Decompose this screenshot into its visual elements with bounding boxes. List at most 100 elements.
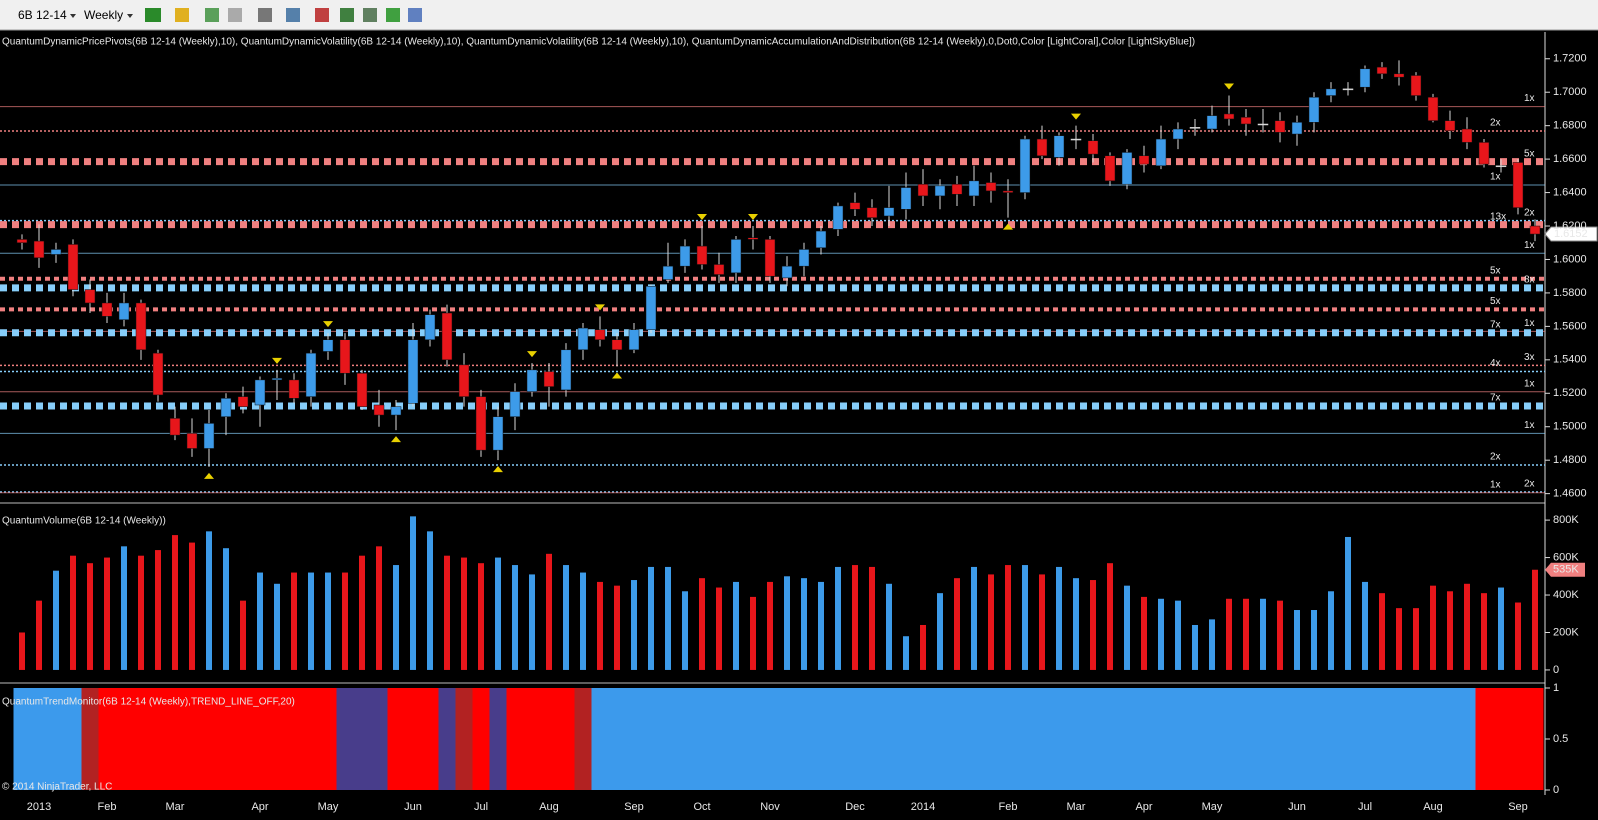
trend-segment — [506, 688, 575, 790]
dropdown-arrow[interactable] — [70, 14, 76, 18]
candle-body — [1240, 117, 1252, 125]
y-tick-label: 1.4600 — [1553, 488, 1587, 500]
indicators-button[interactable] — [315, 8, 329, 22]
candle-body — [492, 416, 504, 451]
dropdown-arrow[interactable] — [127, 14, 133, 18]
volume-bar — [104, 557, 110, 670]
candle-body — [985, 182, 997, 192]
candle-body — [696, 245, 708, 265]
volume-bar — [87, 563, 93, 670]
volume-bar — [1226, 598, 1232, 670]
candle-body — [628, 329, 640, 351]
signal-marker — [748, 214, 758, 221]
x-tick-label: 2013 — [27, 801, 51, 813]
y-tick-label: 0 — [1553, 664, 1559, 676]
cursor-button[interactable] — [258, 8, 272, 22]
candle-body — [526, 369, 538, 392]
trade-button[interactable] — [386, 8, 400, 22]
candle-body — [1512, 162, 1524, 208]
x-tick-label: Mar — [166, 801, 185, 813]
candle-body — [1495, 165, 1507, 168]
volume-bar — [1430, 585, 1436, 670]
candle-body — [271, 377, 283, 381]
volume-bar — [648, 566, 654, 670]
remove-button[interactable] — [228, 8, 242, 22]
candle-body — [1291, 122, 1303, 135]
volume-bar — [189, 542, 195, 670]
volume-bar — [342, 572, 348, 670]
volume-bar — [1039, 574, 1045, 670]
volume-bar — [291, 572, 297, 670]
trend-segment — [81, 688, 99, 790]
volume-bar — [427, 531, 433, 670]
x-tick-label: Jun — [404, 801, 422, 813]
x-tick-label: Nov — [760, 801, 780, 813]
add-button[interactable] — [205, 8, 219, 22]
candle-body — [1019, 138, 1031, 193]
strategies-button[interactable] — [340, 8, 354, 22]
candle-body — [1189, 127, 1201, 129]
x-tick-label: Apr — [1135, 801, 1152, 813]
pivot-label: 3x — [1524, 352, 1535, 363]
pivot-label: 7x — [1490, 319, 1501, 330]
volume-bar — [1447, 591, 1453, 670]
volume-bar — [1413, 608, 1419, 670]
signal-marker — [391, 436, 401, 443]
trend-title: QuantumTrendMonitor(6B 12-14 (Weekly),TR… — [2, 697, 295, 708]
volume-bar — [1243, 598, 1249, 670]
copyright: © 2014 NinjaTrader, LLC — [2, 782, 112, 793]
candle-body — [1274, 120, 1286, 133]
volume-bar — [1532, 569, 1538, 670]
x-tick-label: Aug — [539, 801, 559, 813]
volume-bar — [1022, 565, 1028, 670]
candle-body — [883, 207, 895, 217]
draw-button[interactable] — [175, 8, 189, 22]
volume-bar — [920, 624, 926, 670]
pivot-label: 5x — [1490, 265, 1501, 276]
zoom-button[interactable] — [286, 8, 300, 22]
pivot-label: 7x — [1490, 393, 1501, 404]
value-tag-label: 535K — [1553, 564, 1579, 576]
candle-body — [1036, 138, 1048, 157]
candle-body — [1206, 115, 1218, 130]
volume-bar — [512, 565, 518, 670]
trend-segment — [574, 688, 592, 790]
candle-body — [1172, 128, 1184, 140]
signal-marker — [272, 357, 282, 364]
candle-body — [152, 352, 164, 396]
volume-bar — [1175, 600, 1181, 670]
candle-body — [866, 207, 878, 218]
volume-bar — [767, 581, 773, 670]
y-tick-label: 1.5000 — [1553, 421, 1587, 433]
x-tick-label: Jul — [1358, 801, 1372, 813]
signal-marker — [1224, 83, 1234, 90]
volume-bar — [36, 600, 42, 670]
chart-style-button[interactable] — [145, 8, 161, 22]
trend-segment — [336, 688, 388, 790]
candle-body — [1410, 75, 1422, 96]
candle-body — [781, 265, 793, 279]
candle-body — [390, 406, 402, 416]
period-selector[interactable]: Weekly — [84, 8, 123, 22]
candle-body — [679, 245, 691, 267]
x-tick-label: Feb — [98, 801, 117, 813]
volume-bar — [172, 535, 178, 670]
volume-bar — [1260, 598, 1266, 670]
y-tick-label: 1.6600 — [1553, 153, 1587, 165]
candle-body — [1529, 225, 1541, 235]
volume-bar — [410, 516, 416, 670]
instrument-selector[interactable]: 6B 12-14 — [18, 8, 67, 22]
candle-body — [424, 314, 436, 341]
toolbar-icons — [145, 8, 422, 22]
candle-body — [1087, 140, 1099, 155]
volume-bar — [308, 572, 314, 670]
volume-bar — [784, 576, 790, 670]
volume-bar — [1379, 593, 1385, 670]
trend-segment — [455, 688, 473, 790]
signal-marker — [1071, 113, 1081, 120]
properties-button[interactable] — [363, 8, 377, 22]
candle-body — [764, 239, 776, 277]
y-tick-label: 1.6000 — [1553, 253, 1587, 265]
data-button[interactable] — [408, 8, 422, 22]
volume-bar — [155, 550, 161, 670]
